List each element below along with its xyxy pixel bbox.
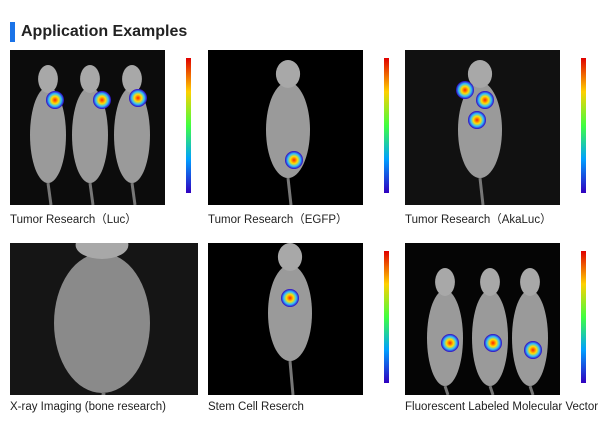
mouse-body: [512, 290, 548, 386]
mouse-tail: [286, 177, 293, 205]
example-image: [10, 50, 198, 205]
mouse-head: [38, 65, 58, 93]
mouse-head: [480, 268, 500, 296]
signal-spot: [456, 81, 474, 99]
example-panel: Tumor Research（AkaLuc）: [405, 50, 593, 227]
example-panel: Tumor Research（EGFP）: [208, 50, 396, 227]
caption: Stem Cell Reserch: [208, 401, 304, 413]
mouse-head: [277, 243, 303, 271]
example-image: [405, 243, 593, 395]
mouse-head: [80, 65, 100, 93]
example-image: [208, 50, 396, 205]
example-image: [10, 243, 198, 395]
colorbar-panel: [363, 243, 396, 395]
example-image: [405, 50, 593, 205]
colorbar-panel: [363, 50, 396, 205]
mouse-head: [467, 60, 493, 88]
mouse-tail: [443, 385, 450, 395]
mouse-tail: [488, 385, 495, 395]
mouse-head: [435, 268, 455, 296]
mouse-body: [268, 265, 312, 361]
mouse-tail: [130, 182, 137, 205]
colorbar: [384, 58, 389, 193]
signal-spot: [46, 91, 64, 109]
colorbar-panel: [560, 243, 593, 395]
mouse-tail: [46, 182, 53, 205]
colorbar-panel: [165, 50, 198, 205]
section-title: Application Examples: [21, 23, 188, 40]
example-panel: X-ray Imaging (bone research): [10, 243, 198, 413]
caption: X-ray Imaging (bone research): [10, 401, 166, 413]
colorbar: [581, 251, 586, 383]
example-panel: Tumor Research（Luc）: [10, 50, 198, 227]
mouse-head: [275, 60, 301, 88]
caption: Tumor Research（EGFP）: [208, 214, 348, 226]
mouse-head: [520, 268, 540, 296]
mouse-body: [54, 253, 150, 393]
example-image: [208, 243, 396, 395]
mouse-head: [122, 65, 142, 93]
mouse-body: [30, 87, 66, 183]
signal-spot: [476, 91, 494, 109]
mouse-tail: [88, 182, 95, 205]
signal-spot: [281, 289, 299, 307]
colorbar: [186, 58, 191, 193]
mouse-tail: [101, 391, 106, 395]
colorbar: [581, 58, 586, 193]
signal-spot: [468, 111, 486, 129]
signal-spot: [524, 341, 542, 359]
signal-spot: [441, 334, 459, 352]
caption: Tumor Research（Luc）: [10, 214, 137, 226]
colorbar: [384, 251, 389, 383]
signal-spot: [93, 91, 111, 109]
mouse-body: [72, 87, 108, 183]
title-accent: [10, 22, 15, 42]
colorbar-panel: [560, 50, 593, 205]
mouse-body: [114, 87, 150, 183]
signal-spot: [285, 151, 303, 169]
mouse-tail: [528, 385, 535, 395]
mouse-tail: [288, 360, 295, 395]
caption: Tumor Research（AkaLuc）: [405, 214, 552, 226]
signal-spot: [484, 334, 502, 352]
signal-spot: [129, 89, 147, 107]
mouse-head: [75, 243, 129, 259]
example-panel: Stem Cell Reserch: [208, 243, 396, 413]
caption: Fluorescent Labeled Molecular Vector: [405, 401, 599, 413]
example-panel: Fluorescent Labeled Molecular Vector: [405, 243, 599, 413]
mouse-tail: [478, 177, 485, 205]
